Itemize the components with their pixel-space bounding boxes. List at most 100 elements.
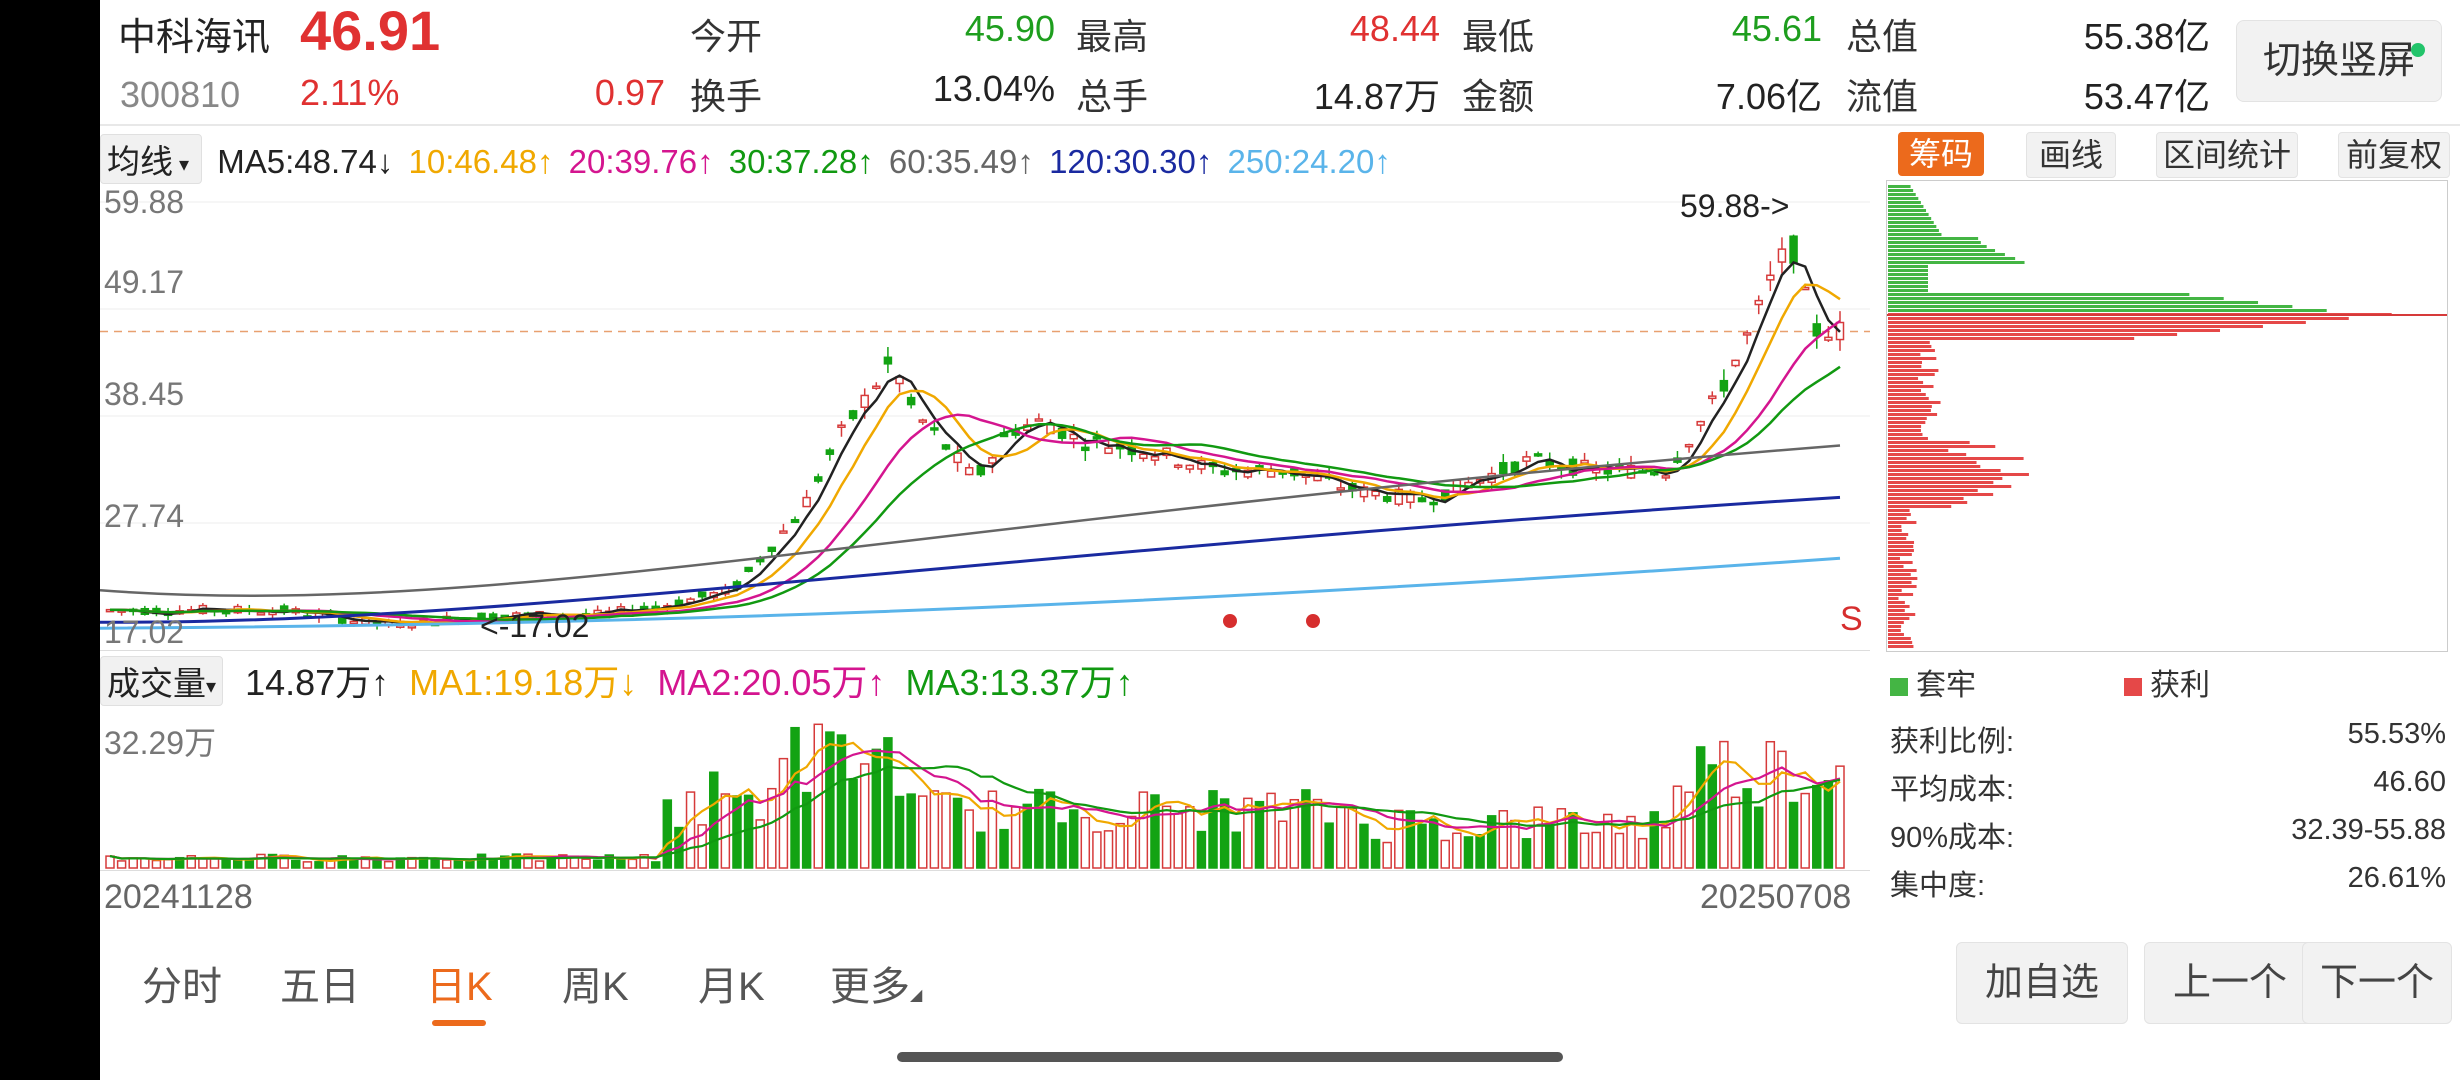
chip-bar bbox=[1888, 553, 1912, 556]
candle-body bbox=[1708, 395, 1717, 400]
tab-range-stats[interactable]: 区间统计 bbox=[2156, 132, 2298, 178]
chip-bar bbox=[1888, 625, 1902, 628]
chip-bar bbox=[1888, 437, 1928, 440]
chip-bar bbox=[1888, 585, 1917, 588]
volume-bar bbox=[1556, 808, 1567, 869]
volume-chart[interactable]: 32.29万 bbox=[100, 700, 1870, 871]
tab-five-day[interactable]: 五日 bbox=[280, 965, 360, 1009]
candle-body bbox=[1092, 436, 1102, 440]
volume-bar bbox=[1161, 805, 1172, 869]
chip-bar bbox=[1888, 389, 1921, 392]
chip-bar bbox=[1888, 273, 1928, 276]
volume-bar bbox=[349, 858, 359, 869]
volume-bar bbox=[883, 737, 893, 869]
volume-bar bbox=[198, 858, 208, 869]
chip-bar bbox=[1888, 237, 1979, 240]
chip-bar bbox=[1888, 409, 1931, 412]
tab-adjust[interactable]: 前复权 bbox=[2338, 132, 2450, 178]
tab-more-label: 更多 bbox=[830, 965, 910, 1009]
volume-bar bbox=[999, 828, 1009, 869]
tab-monthly-k[interactable]: 月K bbox=[698, 965, 765, 1009]
volume-bar bbox=[1498, 810, 1509, 869]
switch-portrait-label: 切换竖屏 bbox=[2262, 40, 2415, 82]
ma-selector[interactable]: 均线 ▾ bbox=[100, 134, 203, 184]
volume-bar bbox=[1742, 788, 1752, 869]
chip-bar bbox=[1888, 577, 1918, 580]
add-watchlist-button[interactable]: 加自选 bbox=[1956, 942, 2128, 1024]
chip-bar bbox=[1888, 501, 1968, 504]
candle-body bbox=[1522, 456, 1531, 462]
tab-weekly-k[interactable]: 周K bbox=[562, 965, 629, 1009]
stat-label: 总值 bbox=[1846, 16, 1919, 57]
stock-name: 中科海讯 bbox=[118, 17, 271, 59]
chip-bar bbox=[1888, 197, 1919, 200]
chip-bar bbox=[1888, 621, 1904, 624]
chip-bar bbox=[1888, 285, 1928, 288]
volume-bar bbox=[1428, 818, 1439, 869]
volume-bar bbox=[1115, 822, 1125, 869]
chip-bar bbox=[1888, 537, 1907, 540]
switch-portrait-button[interactable]: 切换竖屏 bbox=[2236, 20, 2442, 102]
chip-bar bbox=[1888, 589, 1902, 592]
chip-bar bbox=[1888, 593, 1914, 596]
volume-bar bbox=[616, 858, 626, 869]
candle-body bbox=[860, 394, 869, 408]
chip-bar bbox=[1888, 233, 1942, 236]
chip-bar bbox=[1888, 357, 1937, 360]
volume-bar bbox=[523, 853, 533, 869]
chip-bar bbox=[1888, 305, 2293, 308]
ma20-line bbox=[109, 319, 1841, 623]
volume-bar bbox=[1475, 834, 1485, 869]
tab-chips[interactable]: 筹码 bbox=[1898, 132, 1984, 176]
chip-bar bbox=[1888, 293, 2190, 296]
candle-body bbox=[953, 452, 962, 464]
volume-bar bbox=[465, 859, 475, 869]
stat-label: 最高 bbox=[1076, 16, 1149, 57]
tab-more[interactable]: 更多◢ bbox=[830, 954, 922, 1012]
chip-bar bbox=[1888, 525, 1902, 528]
volume-bar bbox=[383, 860, 394, 869]
ma-item: 10:46.48↑ bbox=[408, 143, 554, 180]
kline-chart[interactable]: 59.88 49.17 38.45 27.74 17.02 59.88-> <-… bbox=[99, 180, 1870, 651]
volume-bar bbox=[1277, 820, 1288, 869]
tab-intraday[interactable]: 分时 bbox=[142, 965, 222, 1009]
y-tick: 27.74 bbox=[104, 498, 185, 534]
candle-body bbox=[1719, 379, 1729, 392]
chip-bar bbox=[1888, 521, 1917, 524]
volume-bar bbox=[1080, 816, 1091, 869]
candle-body bbox=[1139, 453, 1148, 460]
volume-bar bbox=[1614, 832, 1625, 869]
chip-bar bbox=[1888, 253, 2005, 256]
tab-daily-k[interactable]: 日K bbox=[426, 965, 493, 1009]
tab-label: 画线 bbox=[2038, 137, 2103, 173]
candle-body bbox=[1069, 433, 1078, 440]
stat-label: 最低 bbox=[1462, 16, 1535, 57]
chip-bar bbox=[1888, 469, 2001, 472]
volume-bar bbox=[1370, 838, 1381, 869]
chip-bar bbox=[1888, 461, 1977, 464]
volume-bar bbox=[1521, 838, 1532, 869]
candle-body bbox=[872, 385, 881, 389]
chip-stat-row: 平均成本: 46.60 bbox=[1890, 766, 2446, 808]
candle-body bbox=[918, 419, 928, 423]
active-tab-indicator bbox=[432, 1020, 486, 1026]
next-stock-button[interactable]: 下一个 bbox=[2302, 942, 2452, 1024]
chip-bar bbox=[1888, 533, 1909, 536]
previous-stock-button[interactable]: 上一个 bbox=[2144, 942, 2316, 1024]
candle-body bbox=[1533, 453, 1543, 457]
volume-bar bbox=[151, 859, 162, 869]
tab-draw[interactable]: 画线 bbox=[2026, 132, 2116, 178]
chip-bar bbox=[1888, 317, 2349, 320]
chip-bar bbox=[1888, 265, 1928, 268]
volume-svg bbox=[105, 723, 1845, 869]
chip-bar bbox=[1888, 353, 1921, 356]
volume-selector[interactable]: 成交量▾ bbox=[100, 656, 224, 706]
chip-bar bbox=[1888, 517, 1907, 520]
chip-bar bbox=[1888, 349, 1935, 352]
candle-body bbox=[407, 625, 417, 629]
stat-value: 13.04% bbox=[932, 68, 1055, 109]
chip-bar bbox=[1888, 637, 1911, 640]
signal-dot bbox=[1306, 614, 1320, 628]
candle-body bbox=[1777, 248, 1787, 263]
volume-bar bbox=[1672, 785, 1683, 869]
